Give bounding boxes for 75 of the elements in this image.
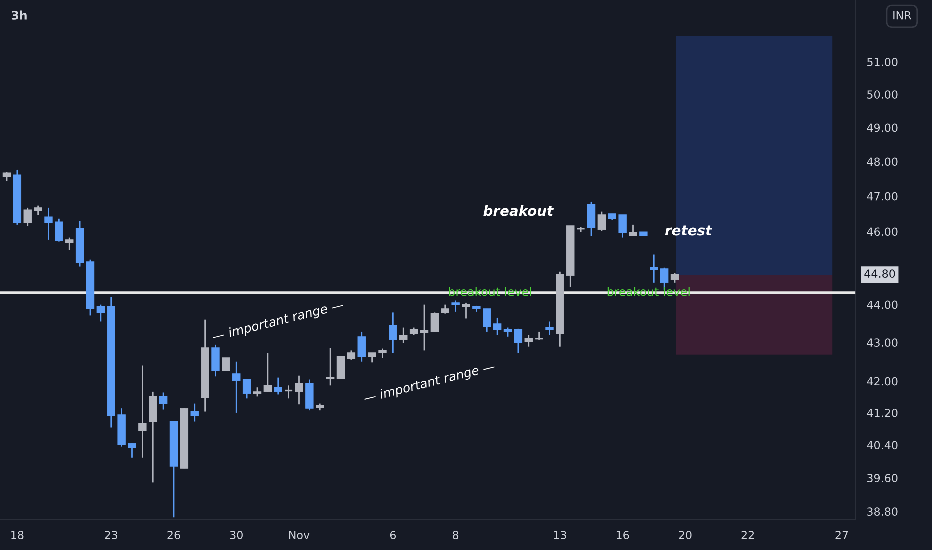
candlestick bbox=[295, 375, 304, 406]
x-tick-label: 23 bbox=[105, 531, 118, 540]
candlestick bbox=[66, 237, 74, 251]
y-tick-label: 39.60 bbox=[868, 474, 898, 482]
y-tick-label: 47.00 bbox=[867, 192, 898, 201]
candlestick bbox=[326, 347, 335, 386]
x-tick-label: 6 bbox=[390, 531, 396, 540]
text: 44.80 bbox=[864, 270, 896, 278]
candlestick bbox=[400, 327, 408, 344]
y-tick-label: 46.00 bbox=[867, 228, 898, 236]
y-tick-label: 43.00 bbox=[867, 338, 898, 348]
y-tick-label: 51.00 bbox=[868, 58, 898, 66]
candlestick bbox=[483, 308, 492, 333]
x-tick-label: Nov bbox=[289, 531, 310, 540]
candlestick bbox=[253, 386, 262, 398]
x-tick-label: 22 bbox=[742, 531, 754, 540]
x-tick-label: 30 bbox=[230, 531, 243, 540]
candlestick bbox=[34, 205, 42, 216]
candlestick bbox=[462, 302, 470, 320]
candlestick bbox=[274, 377, 282, 396]
annotation: breakout level bbox=[608, 287, 690, 296]
candlestick bbox=[650, 254, 658, 284]
candlestick bbox=[159, 392, 168, 410]
candlestick bbox=[368, 352, 376, 364]
candlestick bbox=[629, 224, 638, 237]
candlestick bbox=[420, 304, 429, 352]
x-tick-label: 20 bbox=[679, 531, 692, 540]
candlestick bbox=[212, 344, 220, 378]
candlestick bbox=[358, 331, 366, 363]
y-tick-label: 42.00 bbox=[867, 377, 898, 386]
candlestick bbox=[138, 365, 147, 459]
candlestick bbox=[55, 218, 64, 242]
candlestick bbox=[128, 442, 136, 459]
candlestick bbox=[44, 207, 53, 241]
candlestick bbox=[504, 327, 512, 338]
candlestick bbox=[546, 321, 554, 336]
text: INR bbox=[894, 11, 912, 20]
candlestick bbox=[190, 403, 199, 422]
annotation: breakout bbox=[484, 205, 554, 216]
candlestick bbox=[378, 348, 387, 359]
candlestick bbox=[598, 211, 606, 232]
x-tick-label: 18 bbox=[12, 531, 24, 540]
candlestick bbox=[389, 312, 398, 354]
y-tick-label: 40.40 bbox=[867, 441, 898, 450]
x-tick-label: 16 bbox=[616, 531, 630, 540]
y-tick-label: 50.00 bbox=[868, 90, 898, 99]
x-tick-label: 8 bbox=[453, 531, 459, 540]
candlestick bbox=[524, 334, 533, 348]
y-tick-label: 49.00 bbox=[867, 124, 898, 132]
candlestick bbox=[242, 379, 252, 400]
y-tick-label: 48.00 bbox=[867, 158, 898, 166]
candlestick bbox=[493, 317, 502, 336]
x-tick-label: 26 bbox=[168, 531, 180, 540]
candlestick bbox=[24, 207, 32, 227]
annotation: retest bbox=[665, 226, 713, 236]
candlestick bbox=[452, 300, 460, 313]
candlestick bbox=[514, 328, 523, 354]
candlestick bbox=[347, 350, 356, 361]
candlestick bbox=[222, 358, 230, 372]
candlestick bbox=[587, 201, 596, 237]
candlestick bbox=[670, 272, 680, 284]
candlestick bbox=[430, 312, 440, 333]
candlestick bbox=[264, 352, 272, 393]
x-tick-label: 27 bbox=[836, 531, 848, 540]
candlestick bbox=[96, 304, 106, 322]
candlestick bbox=[284, 384, 294, 400]
candlestick bbox=[336, 356, 346, 380]
y-tick-label: 44.00 bbox=[867, 300, 898, 310]
candlestick bbox=[232, 361, 241, 414]
annotation: breakout level bbox=[449, 287, 532, 296]
x-tick-label: 13 bbox=[554, 531, 566, 540]
y-tick-label: 38.80 bbox=[868, 508, 898, 516]
text: 3h bbox=[12, 10, 27, 20]
y-tick-label: 41.20 bbox=[867, 408, 898, 418]
candlestick bbox=[618, 214, 627, 239]
